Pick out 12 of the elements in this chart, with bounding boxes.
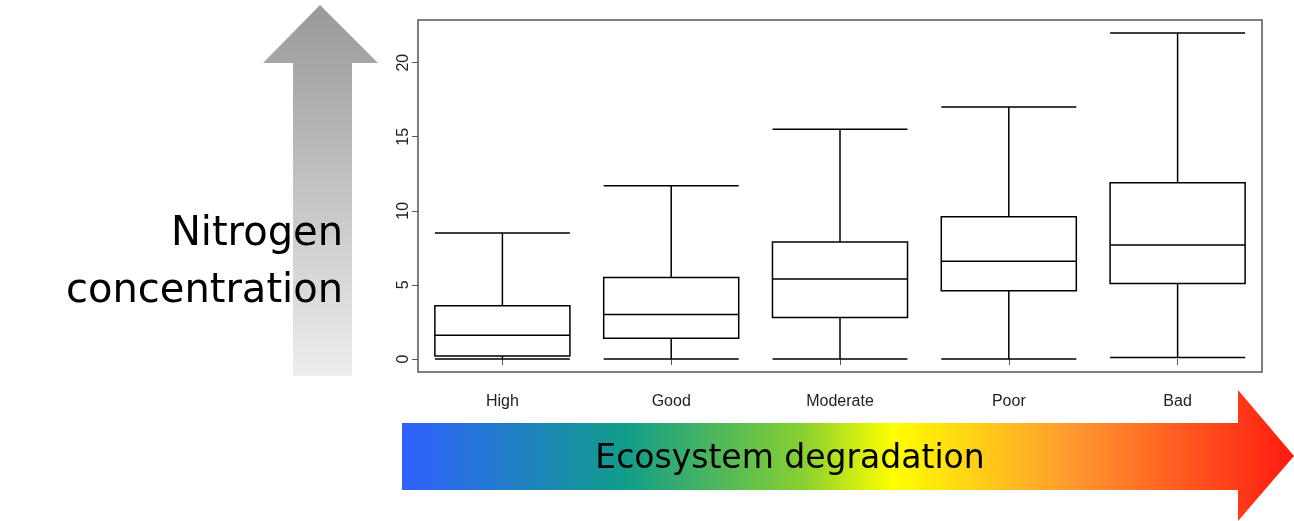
y-tick-label: 10	[393, 201, 411, 220]
x-tick-label: Poor	[991, 391, 1027, 409]
y-tick-label: 15	[393, 127, 411, 146]
y-tick-label: 5	[393, 280, 411, 290]
x-tick-label: Good	[651, 391, 691, 409]
y-tick-label: 0	[393, 354, 411, 364]
x-tick-label: Bad	[1163, 391, 1192, 409]
x-tick-label: High	[485, 391, 519, 409]
y-tick-label: 20	[393, 53, 411, 72]
y-axis-title: Nitrogen concentration	[64, 207, 343, 313]
x-axis-title: Ecosystem degradation	[595, 437, 985, 476]
x-tick-label: Moderate	[806, 391, 874, 409]
